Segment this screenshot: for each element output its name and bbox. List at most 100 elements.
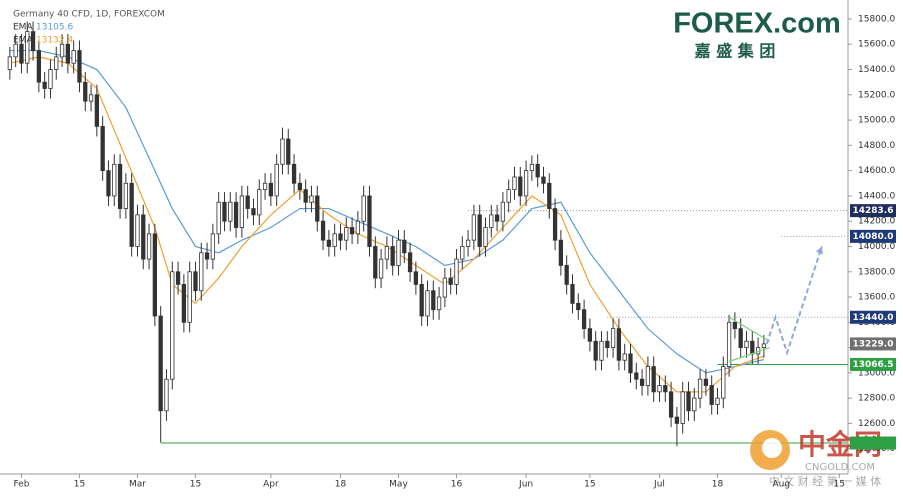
price-label-box (850, 310, 896, 324)
candle-body (489, 214, 494, 228)
y-tick-label: 14000.0 (858, 242, 895, 252)
candle-body (402, 239, 407, 254)
candle-body (512, 176, 517, 191)
candle-body (616, 328, 622, 361)
projection-arrowhead (815, 246, 823, 255)
watermark-icon (762, 438, 782, 458)
candle-body (593, 340, 598, 361)
candle-body (686, 391, 691, 412)
candle-body (268, 182, 274, 197)
candle-body (715, 397, 720, 405)
candle-body (692, 397, 697, 412)
candle-body (529, 163, 535, 172)
triangle-line (728, 347, 770, 363)
candle-body (709, 385, 714, 405)
candle-body (88, 94, 94, 102)
candle-body (36, 50, 42, 83)
candle-body (228, 201, 233, 222)
candle-body (19, 43, 24, 64)
candle-body (13, 43, 18, 58)
ema-line (9, 56, 765, 393)
candle-body (181, 283, 187, 323)
candle-body (245, 195, 250, 209)
candle-body (552, 208, 558, 241)
candle-body (454, 258, 459, 285)
candle-body (407, 252, 413, 273)
candle-body (146, 233, 152, 260)
candle-body (610, 328, 616, 349)
candle-body (378, 258, 384, 279)
x-tick-label: Jun (518, 480, 533, 490)
candle-body (193, 271, 198, 292)
candle-body (558, 239, 564, 266)
y-tick-label: 15600.0 (858, 40, 895, 50)
candle-body (645, 366, 651, 386)
candle-body (129, 182, 134, 247)
watermark: 中金网 CNGOLD.COM 中 文 财 经 第 一 媒 体 (750, 428, 882, 488)
candle-body (251, 208, 256, 216)
candle-body (42, 81, 47, 89)
candle-body (639, 378, 645, 386)
candle-body (750, 340, 755, 355)
candle-body (576, 302, 581, 311)
candle-body (71, 50, 76, 64)
candle-body (738, 328, 743, 349)
candle-body (657, 385, 662, 393)
price-label: 13229.0 (853, 339, 894, 349)
candle-body (106, 170, 111, 197)
candle-body (175, 271, 181, 285)
y-tick-label: 12800.0 (858, 394, 895, 404)
legend-name: EMA (13, 23, 33, 33)
x-tick-label: 18 (335, 480, 347, 490)
candle-body (419, 283, 424, 317)
candle-body (326, 239, 332, 247)
price-label-box (850, 229, 896, 243)
candle-body (431, 290, 436, 311)
candle-body (135, 214, 140, 247)
candle-body (30, 31, 36, 51)
candle-body (651, 366, 656, 393)
candle-body (332, 233, 337, 247)
legend-value: 13105.6 (36, 23, 73, 33)
price-label: 14283.6 (853, 206, 894, 216)
candle-body (291, 163, 297, 184)
x-tick-label: 18 (712, 480, 724, 490)
candle-body (506, 189, 511, 203)
candle-body (732, 321, 738, 330)
candle-body (668, 391, 674, 418)
candle-body (761, 343, 767, 348)
candle-body (199, 252, 204, 292)
candle-body (297, 182, 303, 190)
price-label: 14080.0 (853, 232, 894, 242)
candle-body (564, 265, 569, 285)
candle-body (436, 296, 442, 311)
legend-value: 13132.4 (36, 36, 73, 46)
candle-body (622, 353, 627, 361)
candle-body (158, 315, 163, 412)
candle-body (48, 69, 53, 89)
candle-body (541, 176, 546, 184)
candle-body (547, 182, 552, 209)
candle-body (117, 163, 123, 209)
candle-body (170, 271, 175, 380)
y-tick-label: 14400.0 (858, 191, 895, 201)
y-tick-label: 12600.0 (858, 419, 895, 429)
candle-body (338, 233, 343, 241)
y-tick-label: 14600.0 (858, 166, 895, 176)
candle-body (25, 31, 30, 64)
y-tick-label: 15200.0 (858, 90, 895, 100)
y-tick-label: 15000.0 (858, 116, 895, 126)
candle-body (257, 189, 262, 216)
candle-body (112, 163, 117, 197)
price-label-box (850, 357, 896, 371)
candle-body (187, 271, 192, 323)
chart-title: Germany 40 CFD, 1D, FOREXCOM (13, 10, 165, 20)
x-tick-label: 15 (74, 480, 85, 490)
projection-path (765, 246, 823, 356)
watermark-site: CNGOLD.COM (805, 462, 875, 473)
candle-body (471, 214, 477, 241)
candle-body (164, 378, 169, 412)
candle-body (477, 214, 482, 247)
x-tick-label: 15 (834, 480, 845, 490)
candle-body (634, 372, 639, 380)
